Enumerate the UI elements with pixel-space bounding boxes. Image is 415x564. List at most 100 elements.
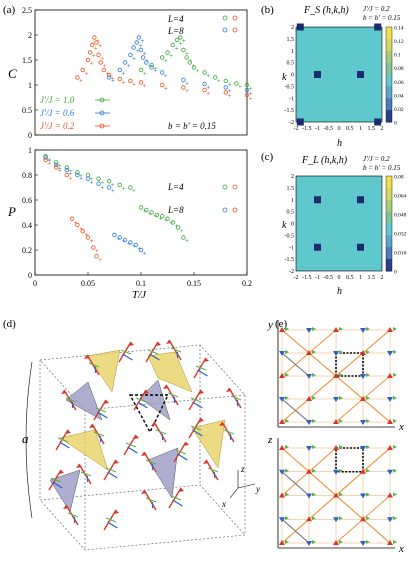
spin-triangle [339, 419, 343, 423]
spin-triangle [366, 373, 370, 377]
spin-arrow [192, 401, 203, 409]
spin-arrow [223, 429, 235, 435]
x-tick-label: 1 [359, 126, 362, 132]
data-point [159, 70, 165, 75]
x-tick-label: 0.15 [187, 279, 201, 288]
data-point-cross: + [79, 176, 83, 182]
y-tick-label: 1 [28, 146, 32, 155]
x-tick-label: -0.5 [324, 126, 334, 132]
spin-triangle [333, 419, 339, 424]
spin-triangle [312, 516, 316, 521]
data-point-cross: + [90, 61, 94, 67]
spin-triangle [366, 327, 370, 331]
data-point [96, 181, 101, 186]
axis-x: x [398, 543, 404, 555]
colorbar-label: 0.1 [394, 53, 401, 59]
colorbar-label: 0.14 [394, 26, 404, 32]
plot-frame [34, 149, 248, 276]
spin-triangle [306, 328, 312, 333]
data-point-cross: + [100, 185, 104, 191]
spin-arrowhead [58, 470, 64, 474]
legend-marker [222, 184, 228, 190]
spin-triangle [306, 446, 312, 451]
data-point-cross: + [143, 51, 147, 57]
x-tick-label: -1.5 [302, 275, 312, 281]
data-point [75, 75, 80, 80]
panel-title: F_S (h,k,h) [303, 5, 349, 16]
structure-factor-S: F_S (h,k,h) J'/J = 0.2 b = b' = 0.15 -2-… [282, 5, 404, 149]
spin-arrowhead [163, 385, 169, 389]
data-point-cross: + [143, 84, 147, 90]
spin-arrow [65, 397, 77, 403]
colorbar-frame [385, 175, 393, 272]
colorbar-segment [386, 223, 392, 236]
spin-arrow [192, 429, 203, 437]
x-tick-label: -1 [315, 126, 320, 132]
colorbar-segment [386, 27, 392, 40]
x-tick-label: 0.05 [81, 279, 95, 288]
spin-triangle [339, 540, 343, 544]
param-b: b = b' = 0.15 [363, 14, 401, 22]
spin-triangle [387, 492, 393, 498]
data-point [117, 235, 122, 240]
y-tick-label: 0 [28, 131, 32, 140]
colorbar-label: 0.04 [394, 93, 404, 99]
data-point-cross: + [153, 69, 157, 75]
spin-triangle [339, 396, 343, 400]
y-tick-label: -1 [289, 245, 294, 251]
spin-triangle [306, 396, 312, 401]
bond-line [281, 398, 310, 423]
spin-triangle [366, 445, 370, 449]
heatmap [295, 26, 383, 123]
legend-marker [232, 15, 238, 21]
spin-arrow [137, 401, 148, 409]
y-axis-label: k [282, 72, 287, 83]
y-tick-label: 1.5 [287, 37, 295, 43]
spin-triangle [306, 350, 312, 355]
y-tick-label: 0.2 [22, 246, 32, 255]
data-point-cross: + [132, 244, 136, 250]
y-tick-label: 2 [28, 31, 32, 40]
data-point [64, 165, 69, 170]
spin-arrow [135, 397, 147, 403]
peak-mark [314, 71, 321, 78]
tetrahedra [49, 349, 226, 513]
peak-mark [357, 243, 364, 251]
spin-triangle [360, 516, 366, 522]
spin-triangle [279, 469, 285, 475]
data-point-cross: + [90, 176, 94, 182]
data-point-cross: + [227, 82, 231, 88]
spin-triangle [279, 351, 285, 356]
data-point [244, 87, 250, 93]
colorbar-segment [386, 86, 392, 99]
data-point-cross: + [191, 64, 195, 70]
spin-triangle [393, 468, 397, 473]
data-point [244, 92, 250, 98]
data-point-cross: + [47, 161, 51, 167]
polarization-plot: 00.20.40.60.81 0 0.05 0.1 0.15 0.2 P T/J +++… [7, 146, 252, 301]
legend-marker [99, 110, 105, 116]
spin-arrowhead [178, 488, 184, 492]
spin-triangle [279, 373, 285, 378]
data-point-cross: + [227, 94, 231, 100]
data-point [138, 80, 144, 85]
spin-triangle [279, 517, 285, 523]
x-tick-label: 0.5 [346, 275, 354, 281]
spin-arrowhead [203, 358, 209, 362]
spin-triangle [360, 446, 366, 451]
spin-triangle [387, 327, 393, 332]
y-tick-label: 2.5 [22, 6, 32, 15]
lattice-constant-label: a [22, 431, 29, 446]
y-tick-label: 0.6 [22, 196, 32, 205]
spin-arrow [107, 521, 118, 529]
spin-triangle [360, 541, 366, 546]
data-point-cross: + [217, 79, 221, 85]
spin-arrow [207, 467, 219, 473]
panel-label-a: (a) [3, 4, 16, 16]
data-point-cross: + [98, 44, 102, 50]
spin-arrowhead [151, 422, 157, 426]
spin-arrow [170, 347, 182, 353]
y-tick-label: -2 [289, 269, 294, 275]
data-point [140, 55, 146, 60]
data-point-cross: + [58, 166, 62, 172]
